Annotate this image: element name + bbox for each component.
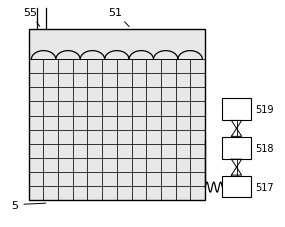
Text: 519: 519	[255, 105, 274, 114]
Text: 55: 55	[23, 8, 40, 27]
Bar	[222, 99, 251, 120]
Text: 517: 517	[255, 182, 274, 192]
Bar	[222, 137, 251, 159]
Bar	[222, 176, 251, 197]
Bar	[28, 30, 205, 200]
Text: 51: 51	[108, 8, 129, 27]
Text: 518: 518	[255, 143, 274, 153]
Text: 5: 5	[11, 200, 46, 210]
